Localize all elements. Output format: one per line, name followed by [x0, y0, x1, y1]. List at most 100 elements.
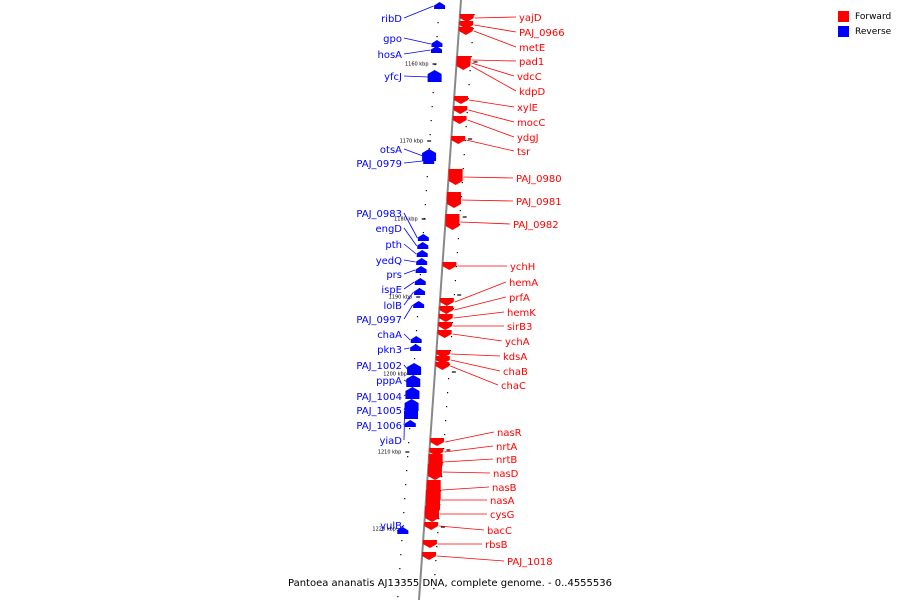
tick-dot — [470, 56, 472, 58]
forward-gene-leader — [454, 296, 507, 311]
tick-dot — [425, 190, 427, 192]
tick-dot — [437, 22, 439, 24]
kbp-tick-label: 1190 kbp — [389, 295, 413, 301]
tick-dot — [438, 518, 440, 520]
tick-dot — [406, 470, 408, 472]
reverse-gene-label: PAJ_1004 — [356, 392, 402, 403]
forward-gene-label: ydgJ — [517, 133, 539, 144]
forward-gene-leader — [444, 431, 495, 443]
tick-dot — [397, 596, 399, 598]
forward-gene-label: nasD — [493, 469, 519, 480]
forward-gene-arrow — [459, 14, 474, 22]
forward-gene-leader — [451, 353, 501, 357]
forward-gene-label: metE — [519, 43, 545, 54]
tick-dot — [419, 274, 422, 276]
reverse-gene-label: otsA — [380, 145, 402, 156]
legend-reverse-label: Reverse — [855, 26, 892, 37]
tick-dot — [472, 28, 474, 30]
forward-gene-label: nasA — [490, 496, 515, 507]
tick-dot — [452, 308, 455, 310]
forward-gene-leader — [466, 139, 515, 152]
forward-gene-leader — [444, 445, 494, 453]
reverse-gene-label: pppA — [376, 376, 402, 387]
tick-dot — [465, 126, 467, 128]
forward-gene-arrow — [439, 298, 454, 306]
reverse-gene-leader — [403, 347, 410, 350]
reverse-gene-arrow — [434, 2, 446, 9]
tick-dot — [460, 196, 462, 198]
forward-gene-leader — [460, 221, 511, 225]
forward-gene-leader — [473, 30, 517, 48]
tick-dot — [453, 294, 456, 296]
forward-gene-label: prfA — [509, 293, 530, 304]
tick-dot — [459, 210, 461, 212]
forward-gene-leader — [468, 99, 515, 108]
kbp-tick-label: 1200 kbp — [383, 372, 407, 378]
tick-dot — [448, 364, 451, 366]
tick-dot — [451, 322, 454, 324]
reverse-gene-arrow — [405, 387, 420, 399]
tick-dot — [446, 392, 449, 394]
reverse-gene-label: prs — [386, 270, 402, 281]
kbp-tick-label: 1180 kbp — [394, 217, 418, 223]
forward-gene-arrow — [458, 27, 473, 35]
reverse-gene-leader — [403, 243, 417, 255]
reverse-gene-leader — [403, 75, 429, 78]
forward-gene-label: ychH — [510, 262, 535, 273]
tick-dot — [426, 176, 428, 178]
tick-dot — [409, 428, 411, 430]
tick-dot — [444, 434, 446, 436]
legend: Forward Reverse — [838, 9, 891, 39]
tick-dot — [445, 420, 447, 422]
reverse-gene-arrow — [414, 288, 426, 295]
reverse-gene-label: PAJ_1006 — [356, 421, 402, 432]
reverse-gene-leader — [403, 364, 409, 371]
tick-dot — [462, 168, 464, 170]
kbp-tick-label: 1160 kbp — [405, 62, 429, 68]
forward-gene-label: nasB — [492, 483, 517, 494]
tick-dot — [402, 526, 404, 528]
reverse-gene-arrow — [406, 375, 421, 387]
legend-forward-label: Forward — [855, 11, 892, 22]
reverse-gene-arrow — [422, 149, 437, 161]
forward-gene-leader — [439, 525, 485, 531]
forward-gene-arrow — [456, 62, 471, 70]
forward-gene-label: hemA — [509, 278, 538, 289]
reverse-gene-label: PAJ_0983 — [356, 209, 402, 220]
forward-gene-leader — [442, 471, 491, 474]
tick-dot — [443, 448, 445, 450]
tick-dot — [442, 462, 444, 464]
reverse-gene-label: pth — [385, 240, 402, 251]
reverse-gene-arrow — [427, 70, 442, 82]
reverse-gene-label: PAJ_1005 — [356, 406, 402, 417]
reverse-gene-arrow — [417, 234, 429, 241]
reverse-gene-leader — [403, 269, 416, 275]
forward-gene-leader — [441, 486, 490, 491]
tick-dot — [429, 134, 431, 136]
forward-gene-label: chaC — [501, 381, 526, 392]
forward-gene-leader — [471, 62, 515, 77]
tick-dot — [436, 546, 438, 548]
tick-dot — [404, 498, 406, 500]
reverse-gene-leader — [403, 227, 418, 247]
tick-dot — [405, 484, 407, 486]
forward-gene-arrow — [453, 106, 468, 114]
forward-gene-arrow — [438, 314, 453, 322]
forward-gene-label: ychA — [505, 337, 530, 348]
forward-gene-leader — [452, 333, 503, 342]
forward-gene-leader — [474, 24, 517, 33]
reverse-gene-label: lolB — [383, 301, 402, 312]
forward-gene-leader — [474, 16, 517, 19]
forward-gene-label: xylE — [517, 103, 538, 114]
forward-gene-leader — [471, 65, 517, 92]
reverse-gene-leader — [403, 148, 424, 157]
tick-dot — [424, 204, 426, 206]
tick-dot — [463, 154, 465, 156]
reverse-gene-arrow — [407, 363, 422, 375]
reverse-gene-leader — [403, 49, 431, 55]
forward-gene-label: hemK — [507, 308, 536, 319]
tick-dot — [407, 456, 409, 458]
reverse-gene-arrow — [431, 40, 443, 47]
forward-gene-label: chaB — [503, 367, 528, 378]
